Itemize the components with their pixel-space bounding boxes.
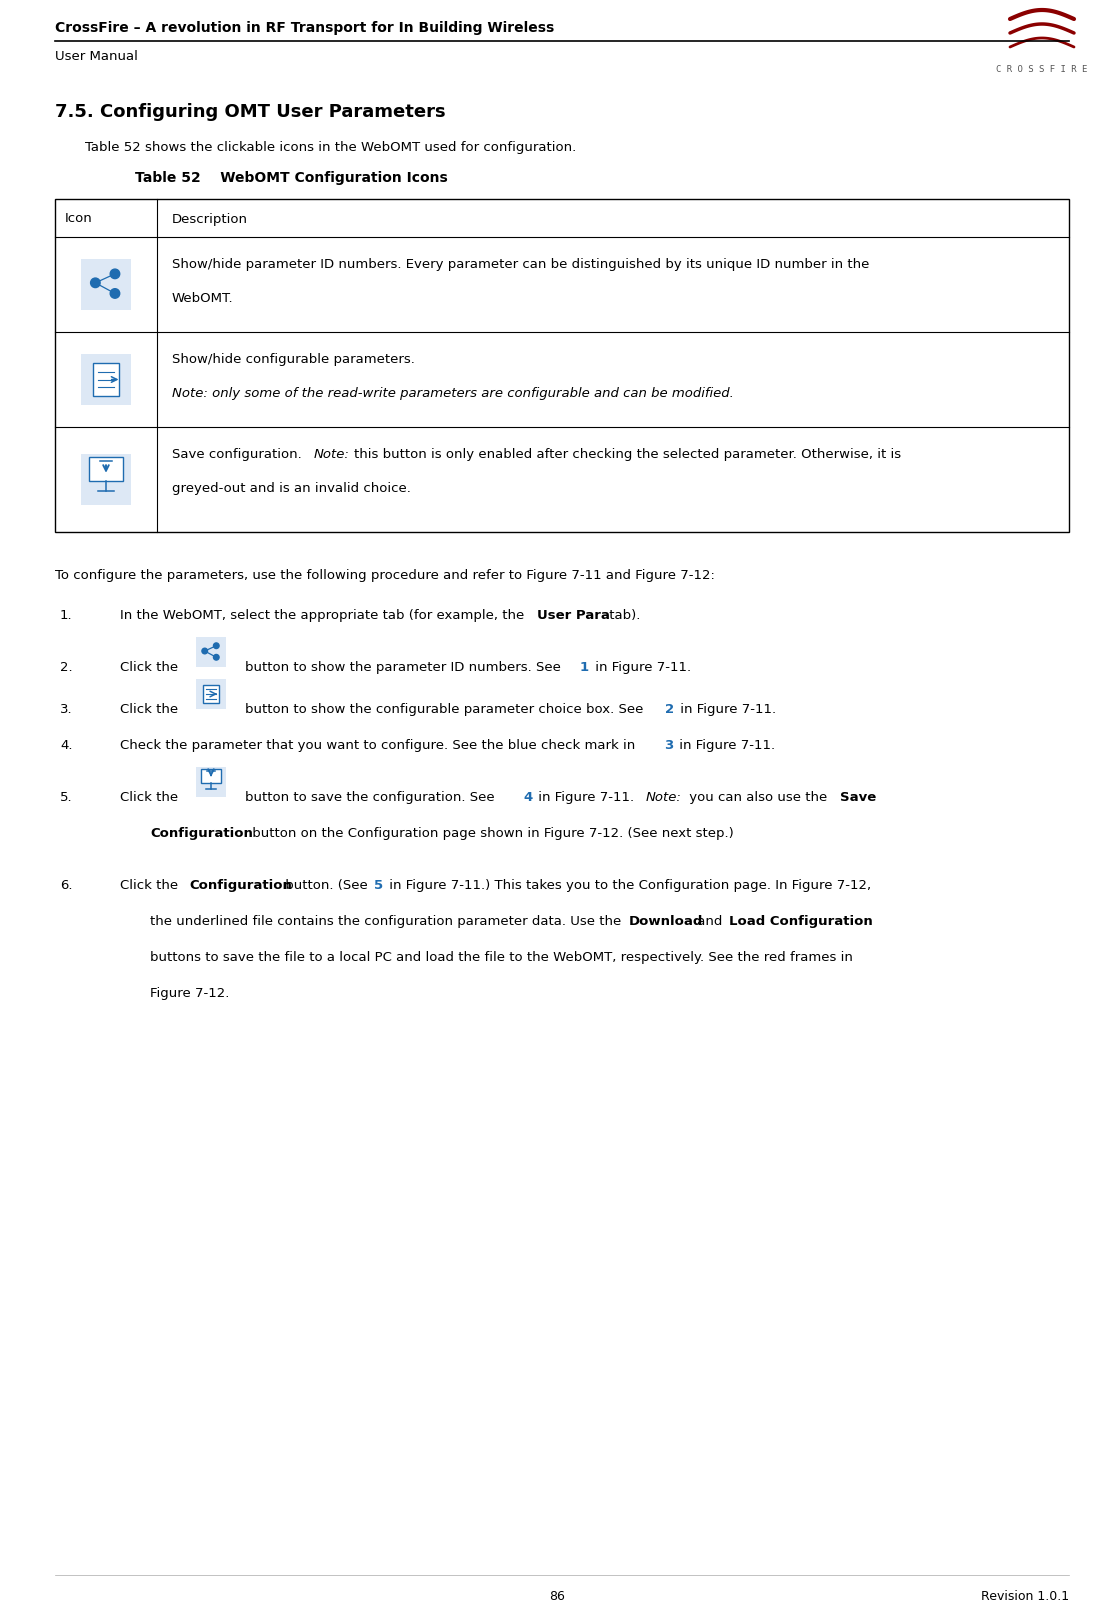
Text: Show/hide parameter ID numbers. Every parameter can be distinguished by its uniq: Show/hide parameter ID numbers. Every pa… <box>172 257 869 272</box>
Text: in Figure 7-11.: in Figure 7-11. <box>675 739 775 752</box>
Text: 1: 1 <box>580 660 589 673</box>
Text: button on the Configuration page shown in Figure 7-12. (See next step.): button on the Configuration page shown i… <box>248 826 734 839</box>
Text: 7.5. Configuring OMT User Parameters: 7.5. Configuring OMT User Parameters <box>55 103 446 121</box>
Text: 6.: 6. <box>60 879 72 892</box>
Text: buttons to save the file to a local PC and load the file to the WebOMT, respecti: buttons to save the file to a local PC a… <box>150 950 853 964</box>
Bar <box>203 685 218 704</box>
Text: Figure 7-12.: Figure 7-12. <box>150 987 229 1000</box>
Text: User Manual: User Manual <box>55 50 138 63</box>
Text: C R O S S F I R E: C R O S S F I R E <box>996 66 1087 74</box>
Text: 5.: 5. <box>60 791 72 804</box>
Text: the underlined file contains the configuration parameter data. Use the: the underlined file contains the configu… <box>150 914 625 927</box>
Text: Table 52    WebOMT Configuration Icons: Table 52 WebOMT Configuration Icons <box>135 170 448 185</box>
Text: tab).: tab). <box>605 609 641 622</box>
Text: CrossFire – A revolution in RF Transport for In Building Wireless: CrossFire – A revolution in RF Transport… <box>55 21 555 35</box>
Text: Table 52 shows the clickable icons in the WebOMT used for configuration.: Table 52 shows the clickable icons in th… <box>85 141 576 154</box>
Text: Configuration: Configuration <box>189 879 292 892</box>
Text: Load Configuration: Load Configuration <box>729 914 872 927</box>
Text: To configure the parameters, use the following procedure and refer to Figure 7-1: To configure the parameters, use the fol… <box>55 569 715 582</box>
Text: Icon: Icon <box>65 212 92 225</box>
Circle shape <box>110 270 119 280</box>
Text: Description: Description <box>172 212 248 225</box>
Text: 1.: 1. <box>60 609 72 622</box>
Text: Click the: Click the <box>120 702 178 715</box>
Text: Click the: Click the <box>120 879 183 892</box>
Circle shape <box>214 656 219 660</box>
Text: Save configuration.: Save configuration. <box>172 448 306 461</box>
Text: Note: only some of the read-write parameters are configurable and can be modifie: Note: only some of the read-write parame… <box>172 387 734 400</box>
Text: Note:: Note: <box>646 791 682 804</box>
Text: button to show the configurable parameter choice box. See: button to show the configurable paramete… <box>245 702 647 715</box>
Bar <box>81 355 131 405</box>
Bar <box>92 365 119 397</box>
Bar <box>89 458 123 482</box>
Text: Show/hide configurable parameters.: Show/hide configurable parameters. <box>172 354 414 366</box>
Bar <box>196 638 226 667</box>
Bar <box>196 768 226 797</box>
Text: you can also use the: you can also use the <box>685 791 831 804</box>
Text: WebOMT.: WebOMT. <box>172 292 234 305</box>
Text: button to show the parameter ID numbers. See: button to show the parameter ID numbers.… <box>245 660 565 673</box>
Text: 86: 86 <box>549 1589 565 1602</box>
Circle shape <box>214 643 219 649</box>
Text: Save: Save <box>840 791 877 804</box>
Bar <box>81 260 131 310</box>
Circle shape <box>202 649 207 654</box>
Text: Click the: Click the <box>120 660 178 673</box>
Bar <box>55 199 1069 532</box>
Text: 3.: 3. <box>60 702 72 715</box>
Text: Download: Download <box>629 914 703 927</box>
Text: in Figure 7-11.: in Figure 7-11. <box>534 791 638 804</box>
Text: and: and <box>693 914 726 927</box>
Text: 3: 3 <box>664 739 673 752</box>
Text: 2.: 2. <box>60 660 72 673</box>
Bar <box>196 680 226 709</box>
Text: button to save the configuration. See: button to save the configuration. See <box>245 791 499 804</box>
Text: 4.: 4. <box>60 739 72 752</box>
Text: 2: 2 <box>665 702 674 715</box>
Text: User Para: User Para <box>537 609 609 622</box>
Text: Note:: Note: <box>314 448 350 461</box>
Circle shape <box>90 280 100 288</box>
Text: Configuration: Configuration <box>150 826 253 839</box>
Bar <box>202 770 221 783</box>
Text: Revision 1.0.1: Revision 1.0.1 <box>980 1589 1069 1602</box>
Text: button. (See: button. (See <box>281 879 372 892</box>
Text: Click the: Click the <box>120 791 178 804</box>
Text: 4: 4 <box>522 791 532 804</box>
Text: 5: 5 <box>374 879 383 892</box>
Text: in Figure 7-11.: in Figure 7-11. <box>592 660 691 673</box>
Text: Check the parameter that you want to configure. See the blue check mark in: Check the parameter that you want to con… <box>120 739 639 752</box>
Text: greyed-out and is an invalid choice.: greyed-out and is an invalid choice. <box>172 482 411 495</box>
Bar <box>81 455 131 505</box>
Text: In the WebOMT, select the appropriate tab (for example, the: In the WebOMT, select the appropriate ta… <box>120 609 528 622</box>
Text: in Figure 7-11.: in Figure 7-11. <box>676 702 776 715</box>
Text: in Figure 7-11.) This takes you to the Configuration page. In Figure 7-12,: in Figure 7-11.) This takes you to the C… <box>385 879 871 892</box>
Circle shape <box>110 289 119 299</box>
Text: this button is only enabled after checking the selected parameter. Otherwise, it: this button is only enabled after checki… <box>354 448 901 461</box>
